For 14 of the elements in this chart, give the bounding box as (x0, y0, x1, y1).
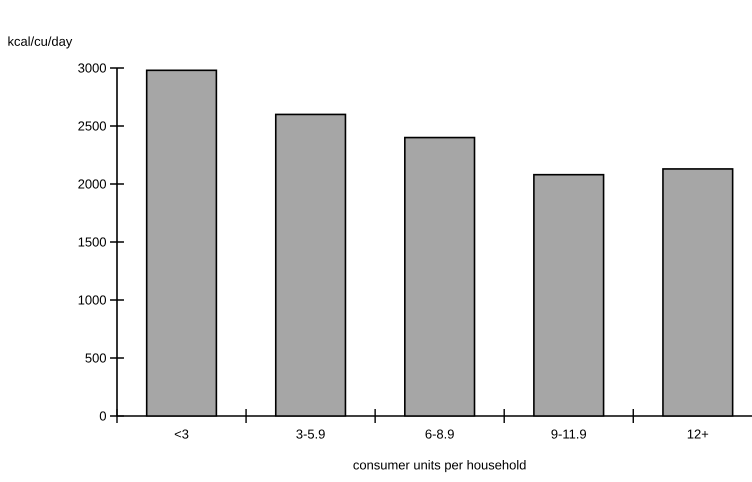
x-axis-title: consumer units per household (353, 460, 526, 472)
y-tick-label: 0 (100, 411, 106, 421)
x-tick-label: 3-5.9 (296, 429, 325, 439)
y-tick-label: 3000 (78, 63, 106, 73)
y-tick-label: 500 (85, 353, 106, 363)
y-tick-label: 2500 (78, 121, 106, 131)
y-tick-label: 2000 (78, 179, 106, 189)
x-tick-label: <3 (174, 429, 188, 439)
x-tick-label: 6-8.9 (426, 429, 454, 439)
y-axis-title: kcal/cu/day (8, 36, 72, 48)
y-tick-label: 1500 (78, 237, 106, 247)
x-tick-label: 9-11.9 (551, 429, 586, 439)
y-tick-label: 1000 (78, 295, 106, 305)
x-tick-label: 12+ (688, 429, 708, 439)
